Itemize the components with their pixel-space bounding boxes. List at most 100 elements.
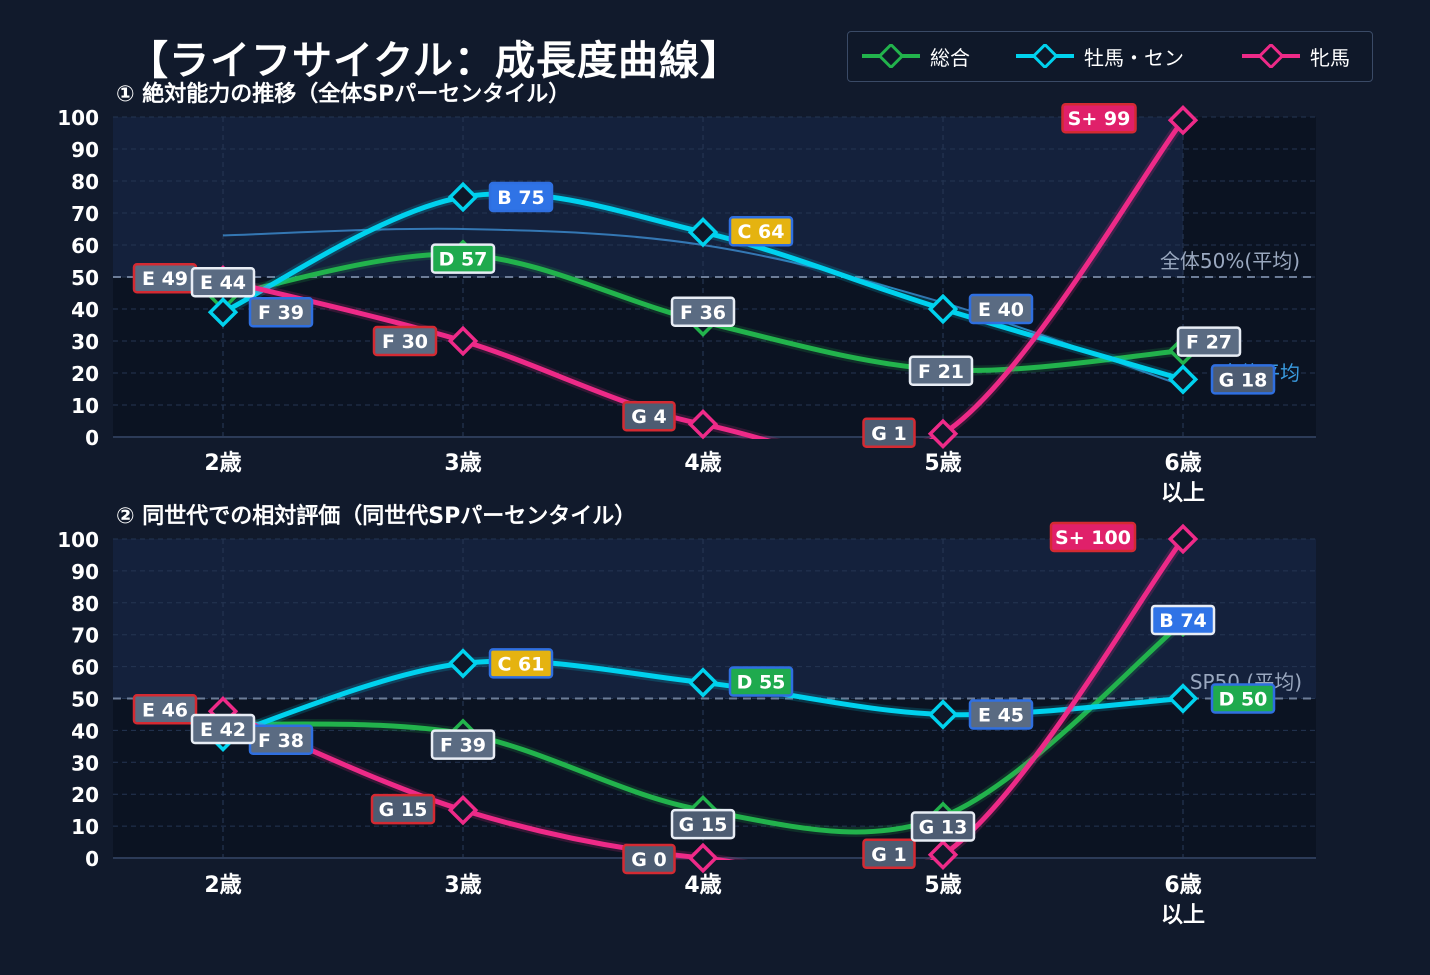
y-tick-label: 10 (71, 394, 99, 418)
data-label-text: F 36 (680, 302, 726, 324)
y-tick-label: 40 (71, 719, 99, 743)
data-label-box (622, 843, 676, 875)
y-tick-label: 50 (71, 688, 99, 712)
data-label-text: C 61 (498, 653, 545, 675)
data-label-text: E 46 (142, 699, 188, 721)
data-label-text: E 42 (200, 719, 246, 741)
data-label-text: C 64 (738, 221, 785, 243)
y-tick-label: 100 (57, 528, 99, 552)
data-point-cyan (447, 181, 479, 213)
data-label-box (1176, 326, 1242, 357)
data-label-cyan: D 55 (728, 666, 794, 697)
data-label-box (430, 729, 496, 760)
data-label-text: F 30 (382, 331, 428, 353)
data-point-pink (687, 408, 719, 440)
x-tick-label: 6歳 (1164, 451, 1201, 476)
series-line-pink (220, 536, 1186, 860)
data-label-text: E 45 (978, 704, 1024, 726)
data-label-cyan: F 39 (248, 296, 314, 328)
x-tick-label: 3歳 (444, 873, 481, 898)
y-tick-label: 10 (71, 815, 99, 839)
data-point-pink (687, 842, 719, 874)
data-label-text: G 13 (919, 817, 968, 839)
data-label-cyan: F 38 (248, 724, 314, 756)
data-point-pink (1167, 104, 1199, 136)
data-label-box (430, 243, 496, 274)
y-tick-label: 90 (71, 560, 99, 584)
data-label-text: G 15 (679, 814, 728, 836)
data-label-text: G 0 (631, 849, 666, 871)
reference-line-label: 全体50%(平均) (1160, 249, 1300, 273)
x-tick-label: 2歳 (204, 451, 241, 476)
y-tick-label: 90 (71, 138, 99, 162)
data-label-box (908, 355, 974, 387)
data-label-box (370, 793, 436, 825)
data-label-pink: G 1 (862, 417, 916, 449)
data-label-cyan: C 61 (488, 648, 554, 679)
legend-swatch-overall-icon (862, 44, 920, 68)
data-label-cyan: B 75 (488, 181, 554, 213)
data-label-text: G 4 (631, 406, 666, 428)
y-tick-label: 60 (71, 234, 99, 258)
data-label-pink: F 30 (372, 325, 438, 357)
series-line-pink (220, 117, 1186, 439)
data-point-pink (927, 839, 959, 871)
data-point-cyan (447, 648, 479, 679)
data-label-cyan: E 40 (968, 293, 1034, 325)
data-point-cyan (687, 667, 719, 698)
data-label-text: E 40 (978, 299, 1024, 321)
data-label-cyan: G 18 (1210, 364, 1276, 395)
y-tick-label: 0 (85, 426, 99, 450)
data-point-pink (447, 325, 479, 357)
y-tick-label: 30 (71, 330, 99, 354)
data-label-pink: S+ 99 (1061, 102, 1137, 134)
data-label-box (862, 838, 916, 870)
data-label-text: S+ 100 (1055, 527, 1131, 549)
data-label-box (488, 181, 554, 213)
x-tick-label: 以上 (1161, 481, 1205, 506)
y-tick-label: 40 (71, 298, 99, 322)
data-label-box (862, 417, 916, 449)
data-label-pink: G 15 (370, 793, 436, 825)
data-label-box (1210, 683, 1276, 714)
legend-label-colt: 牡馬・セン (1084, 45, 1184, 70)
data-label-text: F 27 (1186, 332, 1232, 354)
data-label-text: G 1 (871, 844, 906, 866)
legend-label-overall: 総合 (930, 45, 970, 70)
data-label-pink: E 46 (132, 694, 198, 725)
data-point-cyan (1167, 683, 1199, 714)
legend-swatch-filly-icon (1242, 44, 1300, 68)
y-tick-label: 70 (71, 202, 99, 226)
data-point-pink (447, 794, 479, 826)
data-label-green: F 21 (908, 355, 974, 387)
chart-panel-2: ② 同世代での相対評価（同世代SPパーセンタイル） 0 10 20 30 40 50 60 70… (57, 503, 1316, 928)
data-point-pink (927, 418, 959, 450)
x-tick-label: 4歳 (684, 873, 721, 898)
data-label-text: S+ 99 (1068, 108, 1131, 130)
data-label-text: E 44 (200, 272, 246, 294)
data-label-box (968, 293, 1034, 325)
x-tick-label: 3歳 (444, 451, 481, 476)
data-label-cyan: D 50 (1210, 683, 1276, 714)
legend-item-filly: 牝馬 (1240, 32, 1350, 80)
data-label-box (1210, 364, 1276, 395)
y-tick-label: 30 (71, 751, 99, 775)
data-label-green: G 15 (670, 808, 736, 840)
data-label-text: G 1 (871, 423, 906, 445)
data-label-text: E 49 (142, 268, 188, 290)
data-label-green: F 39 (430, 729, 496, 760)
data-point-cyan (927, 699, 959, 730)
data-label-text: G 15 (379, 799, 428, 821)
data-label-cyan: E 45 (968, 699, 1034, 730)
x-tick-label: 以上 (1161, 903, 1205, 928)
data-label-box (1061, 102, 1137, 134)
data-point-cyan (687, 216, 719, 248)
panel-title: ① 絶対能力の推移（全体SPパーセンタイル） (116, 81, 570, 107)
data-point-cyan (207, 296, 239, 328)
x-tick-label: 6歳 (1164, 873, 1201, 898)
data-label-box (372, 325, 438, 357)
y-tick-label: 100 (57, 106, 99, 130)
data-label-box (190, 266, 256, 298)
